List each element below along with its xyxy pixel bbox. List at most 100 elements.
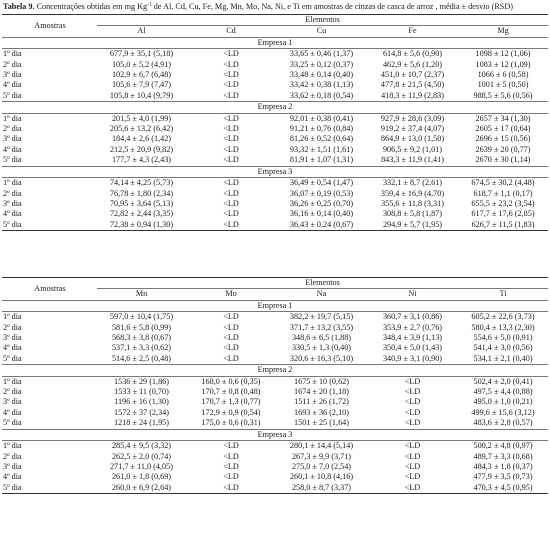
concentration-cell: 172,9 ± 0,9 (0,54): [201, 407, 261, 417]
sample-day: 4º dia: [3, 144, 22, 154]
sample-day: 3º dia: [3, 198, 22, 208]
company-name: Empresa 3: [2, 428, 549, 441]
concentration-cell: <LD: [367, 440, 458, 452]
table-row: 3º dia 70,95 ± 3,64 (5,13) <LD 36,26 ± 0,25…: [2, 199, 548, 209]
column-header: Mn: [135, 289, 148, 299]
column-header: Mo: [225, 289, 237, 299]
concentration-cell: <LD: [186, 311, 276, 323]
concentration-cell: 500,2 ± 4,8 (0,97): [458, 440, 549, 452]
concentration-cell: 262,5 ± 2,0 (0,74): [111, 451, 172, 461]
concentration-cell: 1693 ± 36 (2,10): [294, 407, 349, 417]
concentration-cell: 451,0 ± 10,7 (2,37): [380, 70, 445, 80]
concentration-cell: 201,5 ± 4,0 (1,99): [97, 112, 186, 125]
concentration-cell: <LD: [223, 472, 239, 482]
concentration-cell: <LD: [186, 48, 276, 60]
concentration-cell: 275,0 ± 7,0 (2,54): [291, 461, 352, 471]
concentration-cell: 33,42 ± 0,38 (1,13): [289, 80, 354, 90]
sample-day: 5º dia: [2, 482, 97, 495]
concentration-cell: <LD: [404, 418, 421, 428]
concentration-cell: 308,8 ± 5,8 (1,87): [382, 209, 443, 219]
table-row: 4º dia 1572 ± 37 (2,34) 172,9 ± 0,9 (0,54)…: [2, 408, 548, 418]
concentration-cell: 534,1 ± 2,1 (0,40): [473, 353, 533, 363]
sample-day: 1º dia: [2, 311, 97, 323]
concentration-cell: 2670 ± 30 (1,14): [475, 155, 531, 165]
concentration-cell: 280,1 ± 14,4 (5,14): [276, 440, 367, 452]
company-group-row: Empresa 1: [2, 36, 549, 49]
concentration-cell: 105,8 ± 10,4 (9,79): [109, 90, 174, 100]
column-header: Na: [316, 289, 327, 299]
concentration-cell: 91,21 ± 0,76 (0,84): [289, 124, 354, 134]
concentration-cell: 267,3 ± 9,9 (3,71): [291, 451, 352, 461]
table-body: Empresa 1 1º dia 597,0 ± 10,4 (1,75) <LD 382…: [2, 299, 549, 495]
concentration-cell: 618,7 ± 1,1 (0,17): [473, 188, 533, 198]
table-row: 1º dia 677,9 ± 35,1 (5,18) <LD 33,65 ± 0,46…: [2, 48, 549, 60]
concentration-cell: 271,7 ± 11,0 (4,05): [110, 461, 173, 471]
column-header: Ni: [408, 289, 417, 299]
concentration-cell: <LD: [223, 59, 239, 69]
concentration-cell: 581,6 ± 5,8 (0,99): [111, 322, 172, 332]
concentration-cell: 340,9 ± 3,1 (0,90): [382, 353, 443, 363]
table-row: 5º dia 260,0 ± 6,9 (2,64) <LD 258,0 ± 8,7 (…: [2, 482, 549, 495]
sample-day: 4º dia: [3, 209, 22, 219]
table-row: 2º dia 1533 ± 11 (0,70) 170,7 ± 0,8 (0,48)…: [2, 387, 548, 397]
column-header: Fe: [408, 26, 417, 36]
concentration-cell: 212,5 ± 20,9 (9,82): [109, 144, 174, 154]
concentration-cell: 843,3 ± 11,9 (1,41): [381, 155, 444, 165]
column-header: Cu: [316, 26, 327, 36]
sample-day: 1º dia: [2, 375, 97, 388]
sample-day: 3º dia: [3, 333, 22, 343]
concentration-cell: <LD: [223, 322, 239, 332]
sample-day: 3º dia: [3, 397, 22, 407]
sample-day: 1º dia: [2, 440, 97, 452]
concentration-cell: 33,65 ± 0,46 (1,37): [276, 48, 367, 60]
table-row: 5º dia 1218 ± 24 (1,95) 175,0 ± 0,6 (0,31)…: [2, 418, 548, 429]
concentration-cell: 33,62 ± 0,18 (0,54): [289, 90, 354, 100]
concentration-cell: 537,1 ± 3,3 (0,62): [111, 343, 172, 353]
concentration-cell: 102,9 ± 6,7 (6,48): [111, 70, 172, 80]
column-header: Cd: [226, 26, 236, 36]
concentration-cell: 864,9 ± 13,0 (1,50): [380, 134, 445, 144]
table-al-cd-cu-fe-mg: Amostras Elementos Al Cd Cu Fe Mg Empres…: [2, 13, 549, 232]
company-name: Empresa 2: [2, 101, 549, 114]
concentration-cell: 36,43 ± 0,24 (0,67): [276, 219, 367, 232]
concentration-cell: 332,1 ± 8,7 (2,61): [367, 177, 458, 189]
row-header: Amostras: [2, 277, 97, 301]
concentration-cell: 1533 ± 11 (0,70): [114, 387, 169, 397]
concentration-cell: 497,5 ± 4,4 (0,88): [473, 387, 533, 397]
concentration-cell: 614,8 ± 5,6 (0,90): [367, 48, 458, 60]
concentration-cell: 2639 ± 20 (0,77): [475, 144, 531, 154]
concentration-cell: <LD: [223, 70, 239, 80]
table-row: 4º dia 212,5 ± 20,9 (9,82) <LD 93,32 ± 1,51…: [2, 145, 548, 155]
concentration-cell: <LD: [404, 407, 421, 417]
sample-day: 4º dia: [3, 80, 22, 90]
concentration-cell: 36,26 ± 0,25 (0,70): [289, 198, 354, 208]
concentration-cell: 105,0 ± 5,2 (4,91): [111, 59, 172, 69]
concentration-cell: 677,9 ± 35,1 (5,18): [97, 48, 186, 60]
sample-day: 3º dia: [3, 461, 22, 471]
company-group-row: Empresa 3: [2, 428, 549, 441]
sample-day: 4º dia: [3, 407, 22, 417]
concentration-cell: 1536 ± 29 (1,86): [97, 375, 186, 388]
sample-day: 5º dia: [3, 353, 22, 363]
concentration-cell: 1501 ± 25 (1,64): [294, 418, 349, 428]
concentration-cell: 2605 ± 17 (0,64): [475, 124, 531, 134]
sample-day: 3º dia: [3, 70, 22, 80]
concentration-cell: 502,4 ± 2,0 (0,41): [458, 375, 549, 388]
concentration-cell: 1218 ± 24 (1,95): [114, 418, 169, 428]
concentration-cell: 93,32 ± 1,51 (1,61): [289, 144, 354, 154]
concentration-cell: 285,4 ± 9,5 (3,32): [97, 440, 186, 452]
concentration-cell: 81,91 ± 1,07 (1,31): [289, 155, 354, 165]
sample-day: 5º dia: [2, 219, 97, 232]
concentration-cell: 70,95 ± 3,64 (5,13): [109, 198, 174, 208]
table-row: 5º dia 514,6 ± 2,5 (0,48) <LD 320,6 ± 16,3 …: [2, 354, 548, 365]
concentration-cell: <LD: [404, 472, 421, 482]
concentration-cell: <LD: [223, 198, 239, 208]
concentration-cell: 674,5 ± 30,2 (4,48): [458, 177, 549, 189]
concentration-cell: <LD: [223, 134, 239, 144]
concentration-cell: 484,3 ± 1,8 (0,37): [473, 461, 533, 471]
concentration-cell: 72,38 ± 0,94 (1,30): [97, 219, 186, 232]
sample-day: 1º dia: [2, 48, 97, 60]
concentration-cell: 462,9 ± 5,6 (1,20): [382, 59, 443, 69]
table-row: 1º dia 201,5 ± 4,0 (1,99) <LD 92,01 ± 0,38 …: [2, 112, 549, 125]
